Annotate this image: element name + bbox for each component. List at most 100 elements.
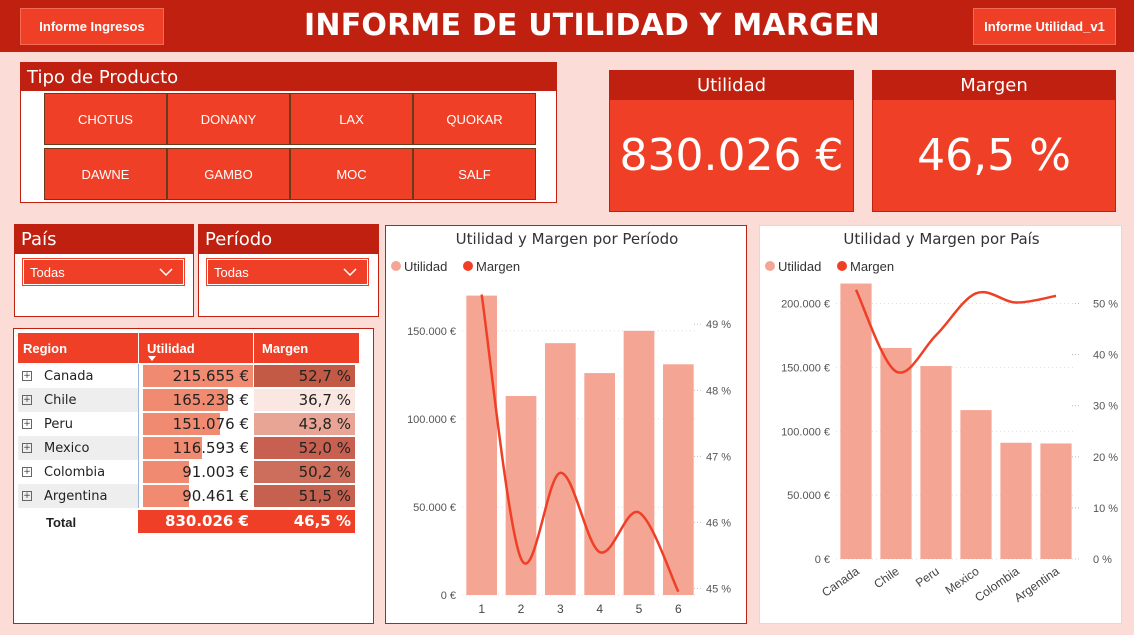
line-margen[interactable]	[480, 294, 680, 593]
left-axis-tick: 0 €	[815, 554, 830, 566]
utilidad-data-bar	[143, 389, 228, 411]
row-region: Canada	[44, 368, 94, 384]
x-axis-tick: 2	[518, 602, 525, 616]
product-tile-chotus[interactable]: CHOTUS	[44, 93, 167, 145]
left-axis-tick: 50.000 €	[787, 490, 830, 502]
row-utilidad: 165.238 €	[172, 391, 249, 409]
bar-utilidad[interactable]	[466, 295, 498, 595]
utilidad-data-bar	[143, 485, 189, 507]
expand-icon[interactable]: +	[22, 371, 32, 381]
legend-margen-marker	[837, 261, 847, 271]
table-row[interactable]: + Argentina	[18, 484, 138, 508]
legend-utilidad-marker	[765, 261, 775, 271]
matrix-header: Region Utilidad Margen	[18, 333, 359, 363]
informe-utilidad-button[interactable]: Informe Utilidad_v1	[973, 8, 1116, 45]
chevron-down-icon	[159, 268, 173, 277]
expand-icon[interactable]: +	[22, 419, 32, 429]
informe-ingresos-button[interactable]: Informe Ingresos	[20, 8, 164, 45]
expand-icon[interactable]: +	[22, 443, 32, 453]
legend-utilidad-marker	[391, 261, 401, 271]
margen-card: Margen 46,5 %	[872, 70, 1116, 212]
pais-dropdown-value: Todas	[30, 264, 65, 280]
x-axis-tick: 5	[636, 602, 643, 616]
pais-dropdown[interactable]: Todas	[22, 258, 185, 286]
total-margen: 46,5 %	[293, 512, 351, 530]
col-header-region[interactable]: Region	[23, 341, 68, 356]
x-axis-tick: 3	[557, 602, 564, 616]
expand-icon[interactable]: +	[22, 467, 32, 477]
right-axis-tick: 46 %	[706, 517, 731, 529]
margen-card-label: Margen	[873, 71, 1115, 100]
row-region: Mexico	[44, 440, 90, 456]
periodo-dropdown[interactable]: Todas	[206, 258, 369, 286]
table-row[interactable]: + Mexico	[18, 436, 138, 460]
col-header-utilidad[interactable]: Utilidad	[147, 341, 195, 356]
bar-utilidad[interactable]	[960, 410, 992, 559]
table-row[interactable]: + Chile	[18, 388, 138, 412]
legend-utilidad-label[interactable]: Utilidad	[404, 259, 447, 274]
right-axis-tick: 30 %	[1093, 401, 1118, 413]
utilidad-card-label: Utilidad	[610, 71, 853, 100]
bar-utilidad[interactable]	[505, 395, 537, 595]
x-axis-tick: 6	[675, 602, 682, 616]
table-row[interactable]: + Colombia	[18, 460, 138, 484]
right-axis-tick: 45 %	[706, 583, 731, 595]
total-utilidad: 830.026 €	[165, 512, 249, 530]
product-tile-salf[interactable]: SALF	[413, 148, 536, 200]
left-axis-tick: 100.000 €	[407, 414, 456, 426]
bar-utilidad[interactable]	[920, 366, 952, 559]
legend-margen-label[interactable]: Margen	[850, 259, 894, 274]
bar-utilidad[interactable]	[1000, 442, 1032, 559]
bar-utilidad[interactable]	[584, 373, 616, 595]
row-region: Colombia	[44, 464, 106, 480]
bar-utilidad[interactable]	[544, 343, 576, 595]
line-margen[interactable]	[854, 289, 1057, 374]
left-axis-tick: 50.000 €	[413, 502, 456, 514]
expand-icon[interactable]: +	[22, 491, 32, 501]
right-axis-tick: 49 %	[706, 319, 731, 331]
page-title: INFORME DE UTILIDAD Y MARGEN	[304, 8, 880, 43]
row-region: Argentina	[44, 488, 108, 504]
bar-utilidad[interactable]	[840, 283, 872, 559]
margen-heat-cell	[254, 413, 355, 435]
col-header-margen[interactable]: Margen	[262, 341, 309, 356]
x-axis-tick: 1	[478, 602, 485, 616]
left-axis-tick: 150.000 €	[781, 362, 830, 374]
periodo-slicer: Período Todas	[198, 224, 379, 317]
margen-heat-cell	[254, 485, 355, 507]
product-tile-dawne[interactable]: DAWNE	[44, 148, 167, 200]
right-axis-tick: 40 %	[1093, 350, 1118, 362]
row-margen: 43,8 %	[298, 415, 351, 433]
table-row[interactable]: + Canada	[18, 364, 138, 388]
legend-utilidad-label[interactable]: Utilidad	[778, 259, 821, 274]
legend-margen-label[interactable]: Margen	[476, 259, 520, 274]
row-utilidad: 116.593 €	[172, 439, 249, 457]
product-tile-donany[interactable]: DONANY	[167, 93, 290, 145]
sort-desc-icon	[148, 356, 156, 361]
product-tile-quokar[interactable]: QUOKAR	[413, 93, 536, 145]
product-tile-moc[interactable]: MOC	[290, 148, 413, 200]
bar-utilidad[interactable]	[623, 330, 655, 595]
margen-heat-cell	[254, 365, 355, 387]
expand-icon[interactable]: +	[22, 395, 32, 405]
total-label: Total	[46, 514, 77, 530]
chart-periodo-title: Utilidad y Margen por Período	[455, 230, 679, 248]
row-utilidad: 91.003 €	[182, 463, 249, 481]
product-tile-lax[interactable]: LAX	[290, 93, 413, 145]
row-region: Peru	[44, 416, 73, 432]
bar-utilidad[interactable]	[880, 347, 912, 559]
right-axis-tick: 47 %	[706, 451, 731, 463]
right-axis-tick: 48 %	[706, 385, 731, 397]
pais-slicer: País Todas	[14, 224, 194, 317]
table-row[interactable]: + Peru	[18, 412, 138, 436]
row-utilidad: 90.461 €	[182, 487, 249, 505]
periodo-slicer-title: Período	[199, 225, 378, 254]
left-axis-tick: 0 €	[441, 590, 456, 602]
right-axis-tick: 50 %	[1093, 299, 1118, 311]
bar-utilidad[interactable]	[662, 364, 694, 595]
bar-utilidad[interactable]	[1040, 443, 1072, 559]
legend-margen-marker	[463, 261, 473, 271]
row-margen: 51,5 %	[298, 487, 351, 505]
utilidad-card: Utilidad 830.026 €	[609, 70, 854, 212]
product-tile-gambo[interactable]: GAMBO	[167, 148, 290, 200]
